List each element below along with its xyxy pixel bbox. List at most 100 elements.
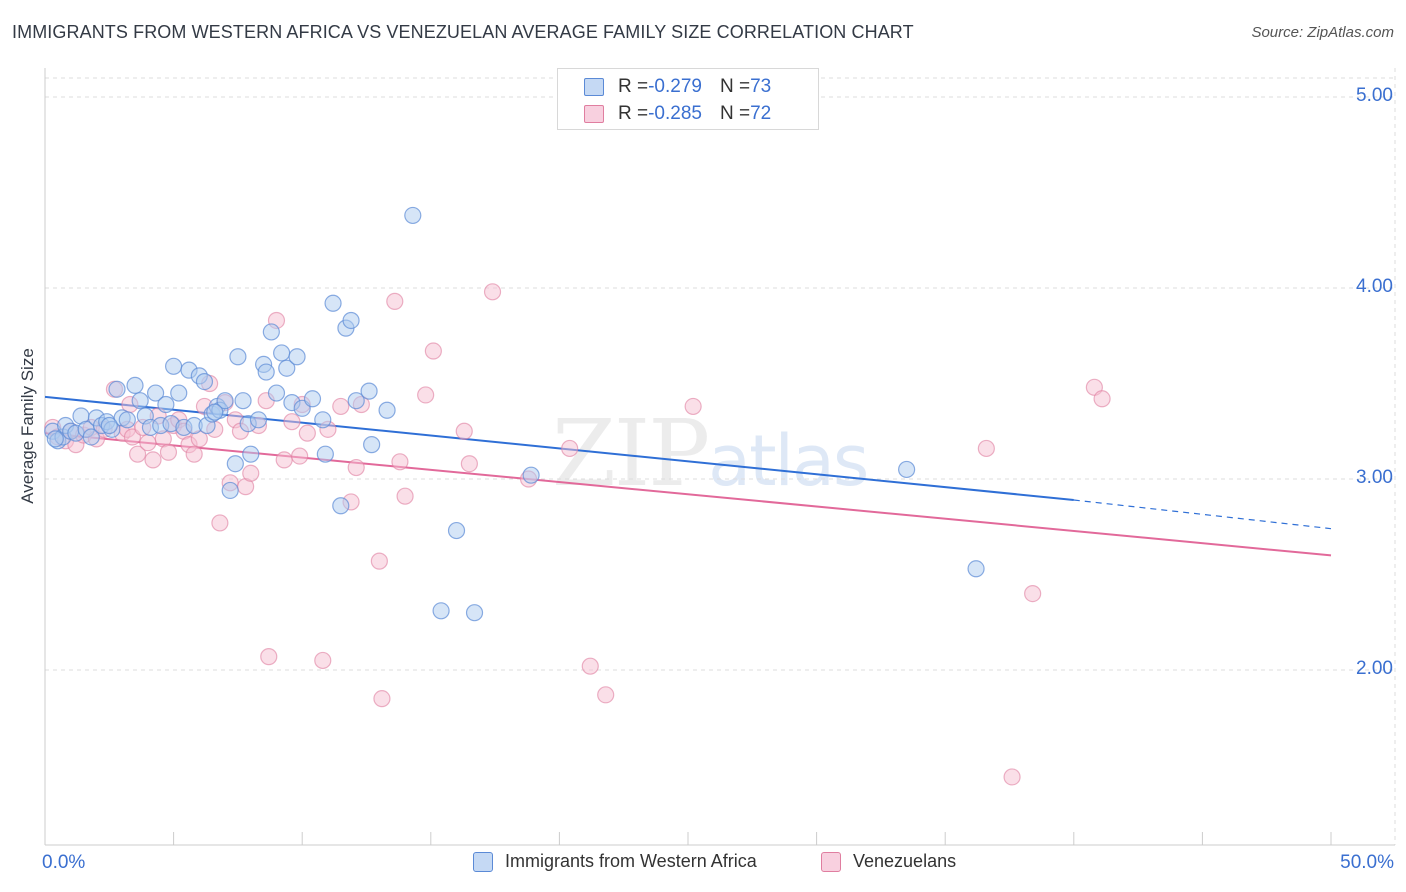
point-western-africa [347, 392, 365, 410]
point-venezuelans [283, 413, 301, 431]
point-western-africa [432, 602, 450, 620]
legend-n-label: N = [719, 103, 751, 124]
trend-line-venezuelans [44, 432, 1332, 557]
point-western-africa [465, 604, 484, 622]
point-western-africa [100, 416, 118, 435]
point-western-africa [898, 460, 916, 479]
point-venezuelans [260, 648, 278, 666]
legend-n-value: 72 [750, 103, 772, 124]
point-venezuelans [386, 292, 404, 310]
point-venezuelans [314, 651, 332, 670]
point-western-africa [522, 466, 540, 484]
point-venezuelans [159, 443, 178, 461]
point-western-africa [229, 348, 247, 366]
point-venezuelans [561, 439, 579, 458]
point-western-africa [262, 323, 280, 341]
point-venezuelans [391, 453, 409, 471]
point-western-africa [447, 521, 466, 540]
point-western-africa [108, 380, 126, 398]
point-venezuelans [597, 686, 615, 704]
point-western-africa [146, 384, 165, 402]
point-venezuelans [185, 445, 203, 463]
point-venezuelans [460, 455, 478, 473]
point-venezuelans [1093, 390, 1111, 408]
point-western-africa [324, 294, 342, 312]
legend-item-venezuelans[interactable]: Venezuelans [821, 851, 956, 872]
legend-n-label: N = [719, 76, 751, 97]
point-western-africa [316, 445, 334, 463]
point-venezuelans [139, 434, 157, 452]
legend-r-label: R = [618, 76, 649, 97]
point-venezuelans [275, 451, 293, 469]
y-tick-label: 4.00 [1356, 276, 1393, 297]
point-venezuelans [332, 397, 350, 416]
legend-r-value: -0.279 [648, 76, 702, 97]
point-western-africa [118, 411, 136, 429]
point-venezuelans [483, 283, 502, 301]
watermark-atlas: atlas [708, 420, 869, 502]
legend-n-value: 73 [750, 76, 772, 97]
point-western-africa [278, 359, 296, 377]
legend-row-venezuelans: R = -0.285 N = 72 [584, 103, 771, 125]
legend-swatch-blue [584, 78, 604, 96]
point-western-africa [342, 311, 360, 330]
point-western-africa [126, 376, 144, 395]
point-venezuelans [581, 657, 599, 675]
point-venezuelans [211, 514, 229, 532]
legend-swatch-pink [821, 851, 841, 872]
point-western-africa [404, 206, 422, 225]
point-venezuelans [291, 447, 309, 465]
point-western-africa [234, 392, 252, 410]
x-tick-label-min: 0.0% [42, 852, 86, 873]
legend-r-label: R = [618, 103, 649, 124]
point-venezuelans [242, 464, 260, 482]
correlation-legend: R = -0.279 N = 73 R = -0.285 N = 72 [557, 68, 819, 130]
point-western-africa [967, 560, 985, 578]
point-western-africa [221, 481, 239, 500]
point-western-africa [242, 445, 260, 463]
point-venezuelans [455, 422, 473, 440]
legend-r-value: -0.285 [648, 103, 702, 124]
point-venezuelans [977, 439, 995, 458]
point-venezuelans [1003, 768, 1021, 786]
axes [44, 68, 1395, 846]
point-western-africa [170, 384, 188, 402]
point-venezuelans [128, 445, 147, 463]
legend-swatch-blue [473, 851, 493, 872]
legend-item-western-africa[interactable]: Immigrants from Western Africa [473, 851, 757, 872]
point-venezuelans [370, 552, 388, 570]
point-western-africa [206, 403, 224, 421]
x-tick-label-max: 50.0% [1340, 852, 1394, 873]
legend-swatch-pink [584, 105, 604, 123]
y-tick-label: 2.00 [1356, 658, 1393, 679]
point-venezuelans [298, 424, 316, 442]
point-western-africa [332, 497, 350, 515]
y-tick-label: 3.00 [1356, 467, 1393, 488]
point-western-africa [216, 392, 234, 410]
point-western-africa [303, 390, 322, 408]
legend-label-venezuelans: Venezuelans [853, 851, 957, 871]
point-western-africa [288, 348, 306, 366]
point-western-africa [267, 384, 286, 402]
point-venezuelans [424, 342, 442, 360]
point-venezuelans [684, 397, 702, 416]
point-venezuelans [1024, 584, 1042, 603]
point-venezuelans [396, 487, 414, 505]
point-venezuelans [347, 458, 365, 477]
point-western-africa [165, 357, 183, 375]
point-western-africa [360, 382, 378, 400]
point-western-africa [157, 395, 175, 414]
point-western-africa [249, 411, 268, 429]
series-legend: Immigrants from Western Africa Venezuela… [0, 851, 1406, 877]
y-axis-label: Average Family Size [18, 348, 37, 504]
chart-title: IMMIGRANTS FROM WESTERN AFRICA VS VENEZU… [12, 22, 914, 42]
point-venezuelans [373, 690, 391, 708]
y-tick-label: 5.00 [1356, 85, 1393, 106]
point-western-africa [314, 411, 332, 429]
point-western-africa [273, 344, 291, 362]
point-western-africa [131, 392, 149, 410]
point-western-africa [46, 430, 64, 448]
point-western-africa [363, 436, 381, 454]
trend-line-western-africa-extrapolated [1073, 499, 1332, 530]
